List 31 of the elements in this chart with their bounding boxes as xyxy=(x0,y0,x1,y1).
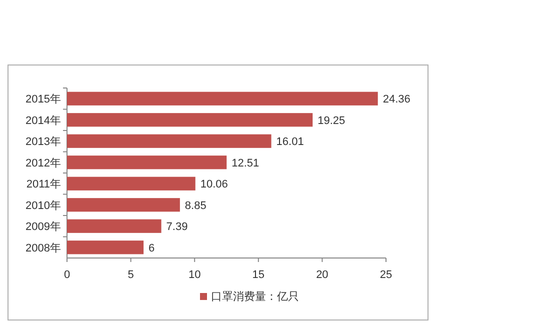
bar xyxy=(67,113,313,127)
y-tick-label: 2009年 xyxy=(26,221,61,234)
y-tick-label: 2013年 xyxy=(26,136,61,148)
data-label: 19.25 xyxy=(318,114,346,127)
x-tick-label: 5 xyxy=(128,269,134,281)
data-label: 8.85 xyxy=(184,200,206,212)
bar xyxy=(67,198,180,212)
bar xyxy=(67,240,144,254)
data-label: 6 xyxy=(148,242,155,254)
x-tick-label: 15 xyxy=(252,269,265,281)
x-tick-label: 20 xyxy=(316,269,328,281)
bar xyxy=(67,156,227,170)
x-tick-label: 10 xyxy=(188,269,201,281)
data-label: 10.06 xyxy=(200,178,228,191)
data-label: 7.39 xyxy=(166,221,188,234)
data-label: 16.01 xyxy=(276,136,304,148)
y-tick-label: 2008年 xyxy=(26,242,61,254)
data-label: 12.51 xyxy=(232,157,260,170)
x-tick-label: 0 xyxy=(64,269,70,281)
bar xyxy=(67,92,378,106)
y-tick-label: 2015年 xyxy=(26,94,61,106)
bar xyxy=(67,134,272,148)
y-tick-label: 2014年 xyxy=(26,114,61,127)
y-tick-label: 2010年 xyxy=(26,200,61,212)
x-tick-label: 25 xyxy=(380,269,392,281)
y-tick-label: 2011年 xyxy=(26,178,61,191)
data-label: 24.36 xyxy=(382,94,410,106)
bar xyxy=(67,219,162,233)
y-tick-label: 2012年 xyxy=(26,157,61,170)
bar xyxy=(67,176,196,190)
legend-label: 口罩消费量：亿只 xyxy=(211,290,299,303)
